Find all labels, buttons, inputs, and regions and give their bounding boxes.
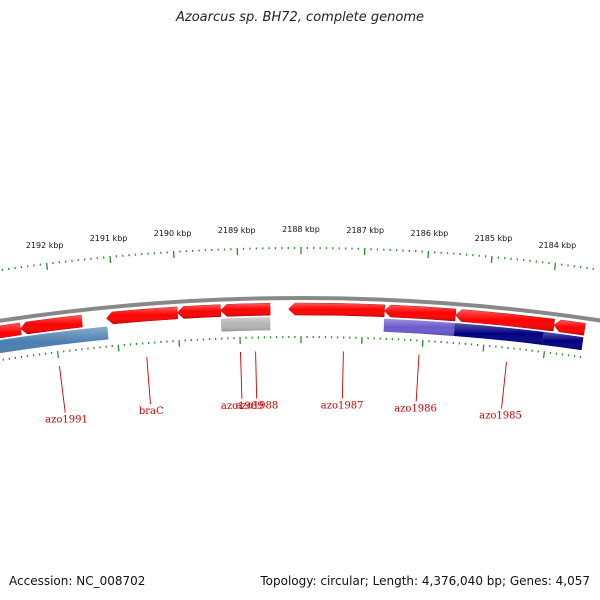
- gene-arrow-shade: [455, 309, 555, 332]
- kbp-tick-label: 2189 kbp: [218, 226, 256, 235]
- feature-block-shade: [220, 317, 271, 332]
- gene-arrow-shade: [553, 319, 586, 336]
- gene-leader-line: [341, 351, 344, 399]
- gene-leader-line: [255, 351, 258, 399]
- kbp-tick-label: 2187 kbp: [346, 226, 384, 235]
- feature-track: [0, 317, 584, 354]
- genome-backbone: [0, 296, 600, 323]
- gene-leader-line: [146, 357, 151, 405]
- gene-label-azo1991: azo1991: [45, 415, 88, 426]
- gene-arrow-shade: [177, 304, 221, 319]
- genome-summary: Topology: circular; Length: 4,376,040 bp…: [260, 574, 590, 588]
- map-title: Azoarcus sp. BH72, complete genome: [175, 10, 425, 25]
- accession-label: Accession: NC_008702: [9, 574, 146, 588]
- ruler-major-tick: [482, 344, 485, 352]
- ruler-major-tick: [553, 262, 557, 270]
- gene-track: [0, 302, 586, 339]
- ruler-major-tick: [490, 255, 493, 263]
- gene-label-azo1986: azo1986: [394, 403, 437, 414]
- gene-leader-line: [501, 361, 507, 409]
- kbp-ruler-inner: [2, 336, 582, 361]
- gene-leader-line: [415, 354, 420, 402]
- feature-block-shade: [542, 331, 584, 351]
- gene-label-azo1989: azo1989: [221, 401, 264, 412]
- gene-arrow-shade: [0, 322, 22, 338]
- gene-label-azo1985: azo1985: [479, 411, 522, 422]
- feature-block-shade: [0, 326, 109, 354]
- kbp-tick-label: 2191 kbp: [90, 234, 128, 243]
- kbp-tick-label: 2190 kbp: [154, 229, 192, 238]
- feature-block-shade: [383, 318, 455, 336]
- ruler-major-tick: [542, 351, 546, 359]
- feature-block-shade: [453, 322, 544, 345]
- backbone-arc: [0, 296, 600, 323]
- kbp-tick-label: 2188 kbp: [282, 225, 320, 234]
- ruler-major-tick: [56, 351, 60, 359]
- gene-arrow-shade: [20, 315, 83, 334]
- gene-label-braC: braC: [139, 406, 164, 417]
- gene-label-azo1988: azo1988: [236, 401, 279, 412]
- kbp-tick-label: 2186 kbp: [411, 229, 449, 238]
- kbp-ruler-outer: 2192 kbp 2191 kbp 2190 kbp 2189 kbp 2188 kbp…: [1, 225, 595, 271]
- ruler-major-tick: [109, 255, 112, 263]
- gene-arrow-shade: [288, 303, 385, 317]
- gene-arrow-shade: [384, 305, 456, 321]
- ruler-major-tick: [117, 344, 120, 352]
- gene-label-azo1987: azo1987: [321, 400, 364, 411]
- gene-arrow-shade: [220, 303, 271, 317]
- kbp-tick-label: 2185 kbp: [475, 234, 513, 243]
- kbp-tick-label: 2192 kbp: [26, 241, 64, 250]
- gene-arrow-shade: [106, 306, 178, 324]
- gene-leader-line: [58, 365, 66, 413]
- kbp-tick-label: 2184 kbp: [538, 241, 576, 250]
- gene-leader-line: [240, 351, 243, 399]
- ruler-major-tick: [45, 262, 49, 270]
